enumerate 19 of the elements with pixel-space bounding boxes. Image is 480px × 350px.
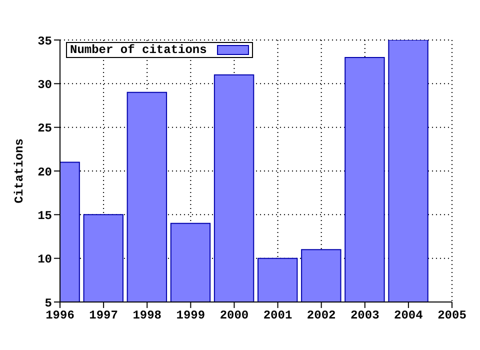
y-tick-label: 10 <box>38 252 52 267</box>
legend-label: Number of citations <box>70 43 207 57</box>
y-tick-label: 30 <box>38 78 52 92</box>
y-tick-label: 35 <box>38 34 52 48</box>
x-tick-label: 2005 <box>438 308 466 323</box>
x-tick-label: 1997 <box>89 308 118 323</box>
y-tick-label: 15 <box>38 208 52 223</box>
x-tick-label: 2004 <box>394 308 423 323</box>
y-tick-label: 20 <box>38 165 52 180</box>
x-tick-label: 2003 <box>350 308 380 323</box>
x-tick-label: 2000 <box>220 308 249 323</box>
y-axis-title: Citations <box>12 138 26 204</box>
y-tick-label: 25 <box>38 122 52 136</box>
x-tick-label: 1996 <box>46 308 74 323</box>
x-tick-label: 2001 <box>263 308 292 323</box>
x-tick-label: 1999 <box>176 308 206 323</box>
x-tick-label: 1998 <box>132 308 162 323</box>
y-tick-label: 5 <box>44 296 52 310</box>
x-tick-label: 2002 <box>306 308 336 323</box>
